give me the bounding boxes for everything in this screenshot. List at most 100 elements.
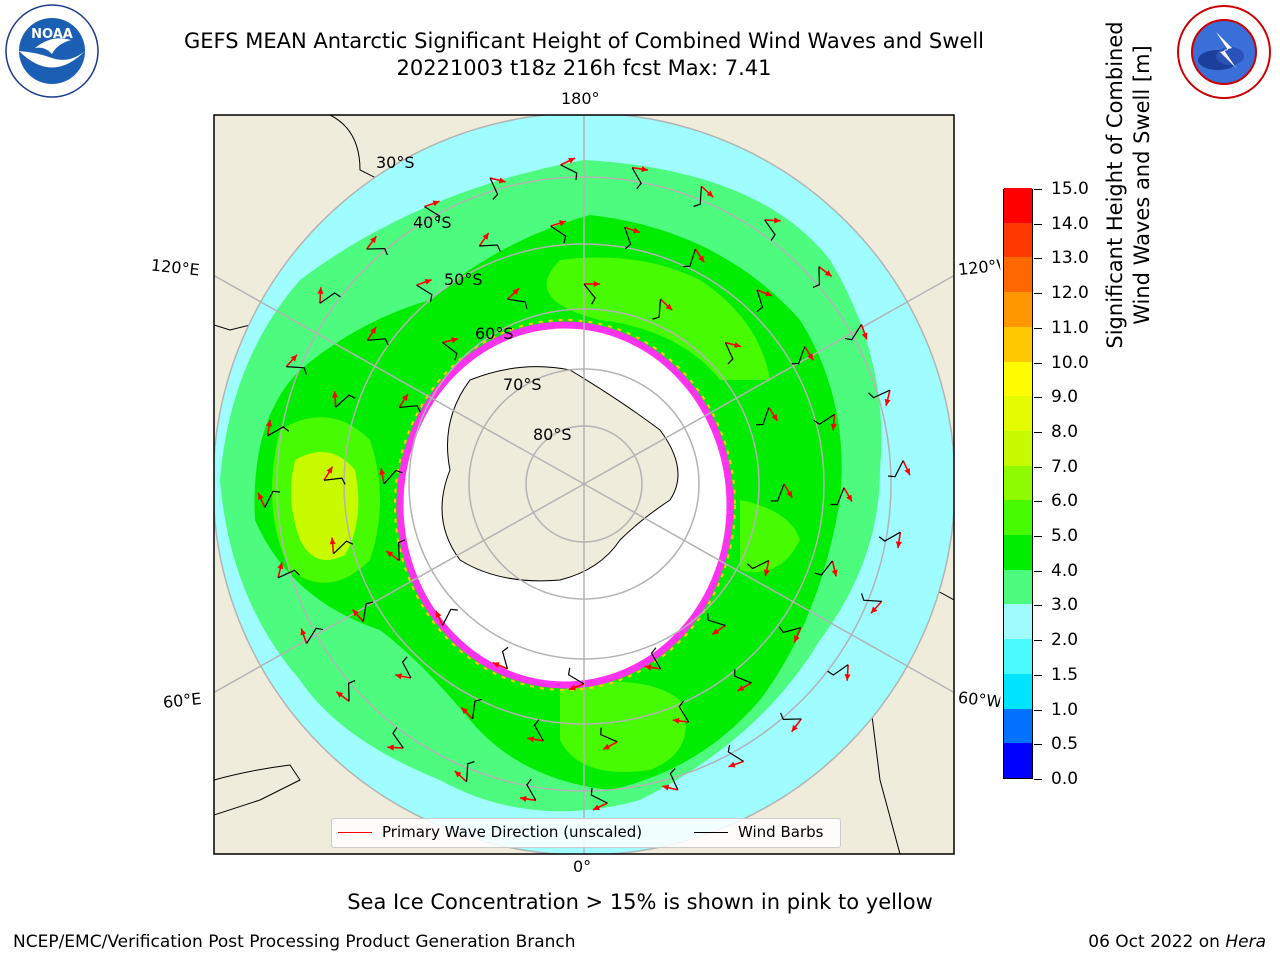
colorbar-tick-label: 6.0 [1051,491,1079,512]
footer-branch: NCEP/EMC/Verification Post Processing Pr… [13,932,576,952]
wave-direction-arrowhead [593,280,600,288]
colorbar-segment [1004,465,1032,501]
wind-barb [868,389,891,399]
wave-direction-arrowhead [632,227,640,234]
colorbar-segment [1004,187,1032,223]
wave-direction-arrowhead [672,717,680,724]
wind-barb [669,768,679,791]
wind-barb [335,394,356,408]
wind-barb [416,284,433,302]
colorbar-tick [1034,640,1042,642]
wind-barb [583,283,596,305]
wave-direction-arrowhead [884,398,891,406]
wave-direction-arrowhead [492,662,500,668]
colorbar-tick-label: 14.0 [1051,213,1089,234]
wave-direction-arrowhead [258,492,264,500]
wind-barb [399,405,421,413]
colorbar-tick-label: 13.0 [1051,248,1089,269]
wind-barb [526,778,537,801]
colorbar-segment [1004,708,1032,744]
wave-direction-arrowhead [824,270,832,277]
wave-direction-arrowhead [774,217,781,224]
graticule [214,115,954,854]
footer-date-text: 06 Oct 2022 on [1088,932,1220,952]
lat-label-40: 40°S [413,213,452,232]
wind-barb [734,669,752,684]
legend-item-wave-direction: Primary Wave Direction (unscaled) [338,823,642,841]
wave-direction-arrowhead [331,391,339,398]
colorbar-segment [1004,499,1032,536]
wave-direction-arrowhead [763,569,770,577]
wave-direction-arrowhead [519,795,527,802]
sea-ice-footnote: Sea Ice Concentration > 15% is shown in … [347,890,933,914]
legend-black-line [694,831,728,833]
colorbar-tick [1034,466,1042,468]
wave-direction-arrowhead [277,562,284,570]
wind-barb [888,460,904,478]
wind-barb [401,656,412,679]
footer-host: Hera [1225,932,1266,952]
lat-label-80: 80°S [533,425,572,444]
colorbar-tick-label: 1.0 [1051,699,1079,720]
wave-direction-arrowhead [844,674,851,681]
wind-barb [813,413,835,425]
wind-barb [567,667,585,685]
colorbar-tick [1034,709,1042,711]
wave-direction-arrowhead [300,628,307,636]
wind-barb [756,289,764,312]
antarctica-land [441,366,679,582]
wind-barb [693,186,702,207]
colorbar-segment [1004,256,1032,293]
colorbar-tick-label: 4.0 [1051,560,1079,581]
wave-direction-arrowhead [387,744,394,751]
colorbar-tick-label: 10.0 [1051,352,1089,373]
lat-label-60: 60°S [475,324,514,343]
map-legend: Primary Wave Direction (unscaled) Wind B… [331,818,841,848]
wave-direction-arrowhead [641,166,649,173]
wind-barb [830,487,845,506]
wind-barb [277,569,300,579]
lat-label-70: 70°S [503,375,542,394]
wind-barb [319,292,341,304]
colorbar-tick [1034,536,1042,538]
wave-direction-arrowhead [603,743,611,750]
colorbar-title-line1: Significant Height of Combined [1103,21,1127,349]
colorbar-tick-label: 8.0 [1051,421,1079,442]
legend-label-wave-direction: Primary Wave Direction (unscaled) [382,823,643,841]
wind-barb [812,266,821,288]
footer-date: 06 Oct 2022 on Hera [1088,932,1266,952]
wave-direction-arrowhead [786,490,793,498]
wave-direction-arrowhead [831,569,838,577]
wave-direction-arrowhead [712,628,720,635]
wind-barb [780,712,802,721]
wind-barb [878,531,901,542]
colorbar-tick [1034,674,1042,676]
colorbar-segment [1004,569,1032,605]
wind-barb [424,206,441,224]
legend-item-wind-barbs: Wind Barbs [694,823,823,841]
wave-direction-arrowhead [870,606,878,614]
wind-barb [624,227,632,250]
colorbar-segment [1004,534,1032,570]
lon-label-lower-left: 60°E [162,689,203,712]
colorbar-tick [1034,501,1042,503]
colorbar-tick [1034,293,1042,295]
wind-barb [827,664,849,676]
wave-direction-arrowhead [706,190,714,198]
wave-direction-arrowhead [370,326,377,334]
chart-title: GEFS MEAN Antarctic Significant Height o… [183,29,985,53]
wind-barb [333,540,354,555]
wave-direction-arrowhead [266,419,273,427]
wave-direction-arrowhead [771,413,778,421]
colorbar-tick [1034,258,1042,260]
colorbar-tick [1034,779,1042,780]
wave-direction-arrowhead [728,761,736,768]
colorbar-tick-label: 0.0 [1051,769,1079,789]
wind-barb [533,719,544,742]
wind-barb [791,346,806,365]
map-frame [213,114,955,855]
legend-red-line [338,831,372,833]
wave-direction-arrowhead [386,551,394,558]
colorbar-tick-label: 0.5 [1051,734,1079,755]
wind-barb [727,744,744,762]
